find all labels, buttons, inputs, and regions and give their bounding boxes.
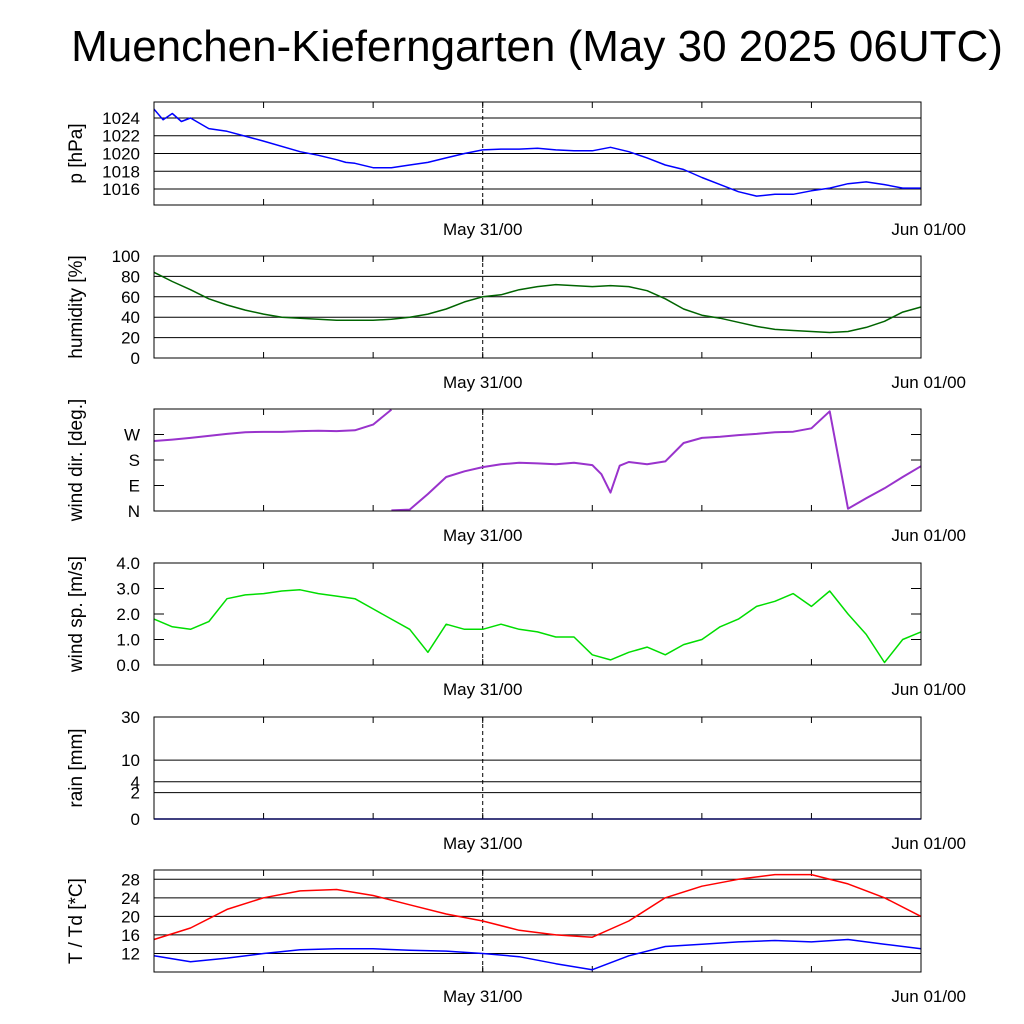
temperature-ytick-label: 28: [121, 870, 140, 889]
temperature-plot-frame: [153, 869, 922, 973]
temperature-ytick-label: 24: [121, 889, 140, 908]
wind-direction-ytick-label: E: [129, 477, 140, 496]
wind-direction-xlabel: Jun 01/00: [891, 526, 966, 545]
humidity-ytick-label: 40: [121, 308, 140, 327]
wind-speed-ytick-label: 1.0: [116, 631, 140, 650]
wind-speed-ylabel: wind sp. [m/s]: [66, 556, 87, 673]
rain-xlabel: Jun 01/00: [891, 834, 966, 853]
rain-xlabel: May 31/00: [443, 834, 522, 853]
temperature-ylabel: T / Td [*C]: [66, 878, 87, 964]
temperature-ytick-label: 20: [121, 907, 140, 926]
temperature-xlabel: May 31/00: [443, 987, 522, 1006]
humidity-ytick-label: 20: [121, 329, 140, 348]
humidity-ytick-label: 60: [121, 288, 140, 307]
wind-direction-ytick-label: N: [128, 502, 140, 521]
pressure-ytick-label: 1024: [102, 109, 140, 128]
temperature-series-line-T: [153, 873, 922, 941]
pressure-plot-frame: [153, 101, 922, 206]
wind-direction-ytick-label: S: [129, 451, 140, 470]
pressure-ylabel: p [hPa]: [66, 123, 87, 183]
wind-direction-plot-frame: [153, 408, 922, 512]
wind-direction-xlabel: May 31/00: [443, 526, 522, 545]
pressure-xlabel: Jun 01/00: [891, 220, 966, 239]
rain-ytick-label: 2: [131, 784, 140, 803]
wind-speed-series-line-0: [153, 589, 922, 664]
pressure-ytick-label: 1018: [102, 162, 140, 181]
rain-ytick-label: 10: [121, 751, 140, 770]
pressure-ytick-label: 1016: [102, 180, 140, 199]
temperature-xlabel: Jun 01/00: [891, 987, 966, 1006]
humidity-ytick-label: 80: [121, 267, 140, 286]
wind-direction-ytick-label: W: [124, 426, 140, 445]
humidity-plot-frame: [153, 255, 922, 359]
chart-title: Muenchen-Kieferngarten (May 30 2025 06UT…: [71, 22, 1003, 71]
pressure-xlabel: May 31/00: [443, 220, 522, 239]
wind-speed-xlabel: Jun 01/00: [891, 680, 966, 699]
temperature-series-line-Td: [153, 938, 922, 971]
wind-speed-ytick-label: 0.0: [116, 656, 140, 675]
humidity-series-line-0: [153, 271, 922, 334]
pressure-series-line-0: [153, 108, 921, 197]
rain-plot-frame: [153, 716, 922, 820]
wind-direction-series-line-0: [391, 410, 922, 512]
rain-ytick-label: 30: [121, 708, 140, 727]
wind-speed-ytick-label: 3.0: [116, 580, 140, 599]
humidity-xlabel: Jun 01/00: [891, 373, 966, 392]
wind-speed-xlabel: May 31/00: [443, 680, 522, 699]
humidity-xlabel: May 31/00: [443, 373, 522, 392]
wind-speed-plot-frame: [153, 562, 922, 666]
humidity-ytick-label: 0: [131, 349, 140, 368]
pressure-ytick-label: 1022: [102, 127, 140, 146]
rain-ytick-label: 0: [131, 810, 140, 829]
wind-speed-ytick-label: 4.0: [116, 554, 140, 573]
pressure-ytick-label: 1020: [102, 145, 140, 164]
temperature-ytick-label: 12: [121, 944, 140, 963]
wind-speed-ytick-label: 2.0: [116, 605, 140, 624]
temperature-ytick-label: 16: [121, 926, 140, 945]
wind-direction-series-line-0: [153, 408, 393, 442]
humidity-ytick-label: 100: [112, 247, 140, 266]
rain-ytick-label: 4: [131, 773, 140, 792]
humidity-ylabel: humidity [%]: [66, 255, 87, 358]
rain-ylabel: rain [mm]: [66, 728, 87, 807]
wind-direction-ylabel: wind dir. [deg.]: [66, 399, 87, 523]
